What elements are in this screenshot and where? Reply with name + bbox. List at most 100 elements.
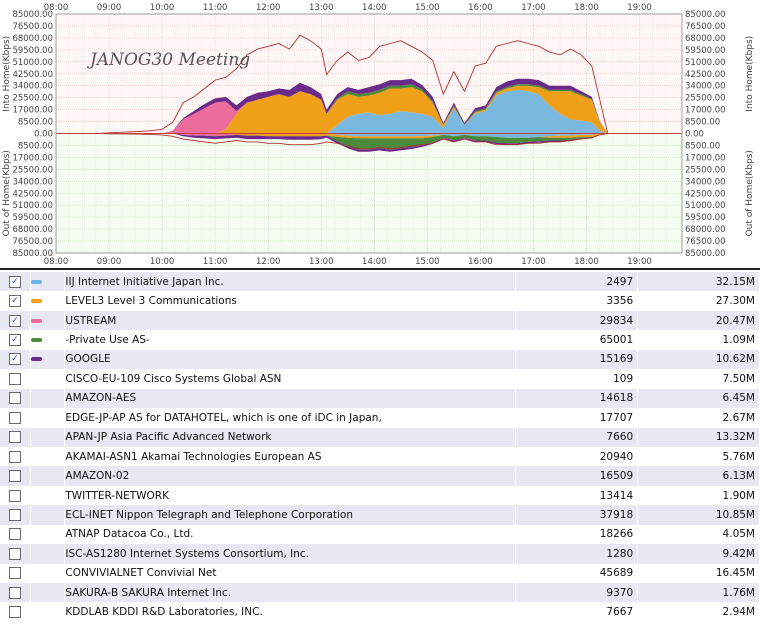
area-out-google [98, 133, 619, 152]
y-tick-label-right: 68000.00 [685, 225, 726, 235]
y-tick-label-right: 34000.00 [685, 177, 726, 187]
table-row: ✓ IIJ Internet Initiative Japan Inc. 2497 3… [0, 272, 760, 292]
as-number: 109 [515, 369, 639, 389]
as-traffic: 1.09M [637, 330, 760, 350]
row-checkbox[interactable]: ✓ [8, 275, 21, 288]
series-color-swatch [30, 279, 42, 284]
as-traffic: 20.47M [637, 310, 760, 331]
y-tick-label-left: 59500.00 [12, 46, 53, 56]
as-name: KDDLAB KDDI R&D Laboratories, INC. [64, 602, 517, 622]
y-tick-label-left: 51000.00 [12, 201, 53, 211]
y-tick-label-left: 51000.00 [12, 58, 53, 68]
y-tick-label-left: 85000.00 [12, 249, 53, 259]
y-tick-label-right: 25500.00 [685, 165, 726, 175]
y-tick-label-left: 0.00 [34, 130, 53, 140]
series-color-swatch [30, 357, 42, 362]
row-checkbox[interactable] [8, 392, 21, 405]
y-tick-label-left: 76500.00 [12, 22, 53, 32]
x-tick-label-bottom: 11:00 [203, 257, 228, 267]
x-tick-label-bottom: 17:00 [521, 257, 546, 267]
as-number: 14618 [515, 388, 639, 409]
table-row: ✓ -Private Use AS- 65001 1.09M [0, 330, 760, 350]
row-checkbox[interactable]: ✓ [8, 295, 21, 308]
table-row: ✓ USTREAM 29834 20.47M [0, 310, 760, 331]
row-checkbox[interactable] [8, 547, 21, 560]
row-checkbox[interactable] [8, 489, 21, 502]
as-number: 18266 [515, 524, 639, 545]
row-checkbox[interactable] [8, 470, 21, 483]
row-checkbox[interactable] [8, 508, 21, 521]
x-tick-label-bottom: 13:00 [309, 257, 334, 267]
y-tick-label-right: 68000.00 [685, 34, 726, 44]
as-name: AKAMAI-ASN1 Akamai Technologies European… [64, 446, 517, 467]
as-traffic: 13.32M [637, 427, 760, 447]
y-tick-label-left: 25500.00 [12, 165, 53, 175]
x-tick-label-top: 19:00 [627, 3, 652, 13]
row-checkbox[interactable] [8, 411, 21, 424]
table-row: ✓ GOOGLE 15169 10.62M [0, 349, 760, 370]
row-checkbox[interactable] [8, 450, 21, 463]
traffic-chart-svg: 85000.00 85000.00 76500.00 76500.00 68000.00… [2, 3, 755, 267]
as-number: 29834 [515, 310, 639, 331]
x-tick-label-bottom: 18:00 [574, 257, 599, 267]
as-traffic: 7.50M [637, 369, 760, 389]
row-checkbox[interactable] [8, 431, 21, 444]
as-traffic: 2.94M [637, 602, 760, 622]
x-tick-label-top: 14:00 [362, 3, 387, 13]
as-traffic: 5.76M [637, 446, 760, 467]
y-tick-label-right: 8500.00 [685, 141, 720, 151]
x-tick-label-top: 08:00 [44, 3, 69, 13]
y-tick-label-right: 51000.00 [685, 201, 726, 211]
row-checkbox[interactable] [8, 586, 21, 599]
x-tick-label-bottom: 09:00 [97, 257, 122, 267]
y-tick-label-right: 85000.00 [685, 249, 726, 259]
table-row: KDDLAB KDDI R&D Laboratories, INC. 7667 2.… [0, 602, 760, 622]
table-row: ATNAP Datacoa Co., Ltd. 18266 4.05M [0, 524, 760, 545]
as-name: IIJ Internet Initiative Japan Inc. [64, 272, 517, 292]
as-traffic: 6.13M [637, 466, 760, 486]
as-number: 1280 [515, 544, 639, 564]
as-name: APAN-JP Asia Pacific Advanced Network [64, 427, 517, 447]
row-checkbox[interactable] [8, 567, 21, 580]
row-checkbox[interactable]: ✓ [8, 314, 21, 327]
y-tick-label-right: 25500.00 [685, 94, 726, 104]
as-number: 7660 [515, 427, 639, 447]
as-number: 45689 [515, 563, 639, 583]
y-tick-label-left: 34000.00 [12, 177, 53, 187]
as-traffic: 6.45M [637, 388, 760, 409]
y-tick-label-left: 68000.00 [12, 34, 53, 44]
x-tick-label-top: 13:00 [309, 3, 334, 13]
y-axis-title-right-bottom: Out of Home(Kbps) [745, 150, 755, 236]
row-checkbox[interactable] [8, 606, 21, 619]
as-number: 37918 [515, 505, 639, 525]
as-number: 2497 [515, 272, 639, 292]
y-tick-label-left: 8500.00 [18, 118, 53, 128]
row-checkbox[interactable] [8, 372, 21, 385]
area-out-level3-level-3-communications [98, 133, 619, 139]
y-axis-title-right-top: Into Home(Kbps) [745, 36, 755, 112]
y-tick-label-right: 8500.00 [685, 118, 720, 128]
table-row: TWITTER-NETWORK 13414 1.90M [0, 485, 760, 506]
y-axis-title-left-bottom: Out of Home(Kbps) [2, 150, 12, 236]
row-checkbox[interactable] [8, 528, 21, 541]
table-row: CONVIVIALNET Convivial Net 45689 16.45M [0, 563, 760, 583]
table-row: ✓ LEVEL3 Level 3 Communications 3356 27.30M [0, 291, 760, 311]
as-traffic: 2.67M [637, 408, 760, 428]
y-tick-label-right: 76500.00 [685, 22, 726, 32]
as-name: CISCO-EU-109 Cisco Systems Global ASN [64, 369, 517, 389]
y-axis-title-left-top: Into Home(Kbps) [2, 36, 12, 112]
row-checkbox[interactable]: ✓ [8, 334, 21, 347]
total-in-line [98, 34, 619, 134]
y-tick-label-left: 85000.00 [12, 10, 53, 20]
traffic-chart: 85000.00 85000.00 76500.00 76500.00 68000.00… [0, 0, 760, 268]
area-out-private-use-as [98, 133, 619, 150]
series-color-swatch [30, 299, 42, 304]
as-name: GOOGLE [64, 349, 517, 370]
y-tick-label-right: 51000.00 [685, 58, 726, 68]
as-name: -Private Use AS- [64, 330, 517, 350]
row-checkbox[interactable]: ✓ [8, 353, 21, 366]
as-traffic: 1.76M [637, 583, 760, 603]
x-tick-label-bottom: 08:00 [44, 257, 69, 267]
x-tick-label-top: 12:00 [256, 3, 281, 13]
watermark-label: JANOG30 Meeting [87, 50, 250, 70]
